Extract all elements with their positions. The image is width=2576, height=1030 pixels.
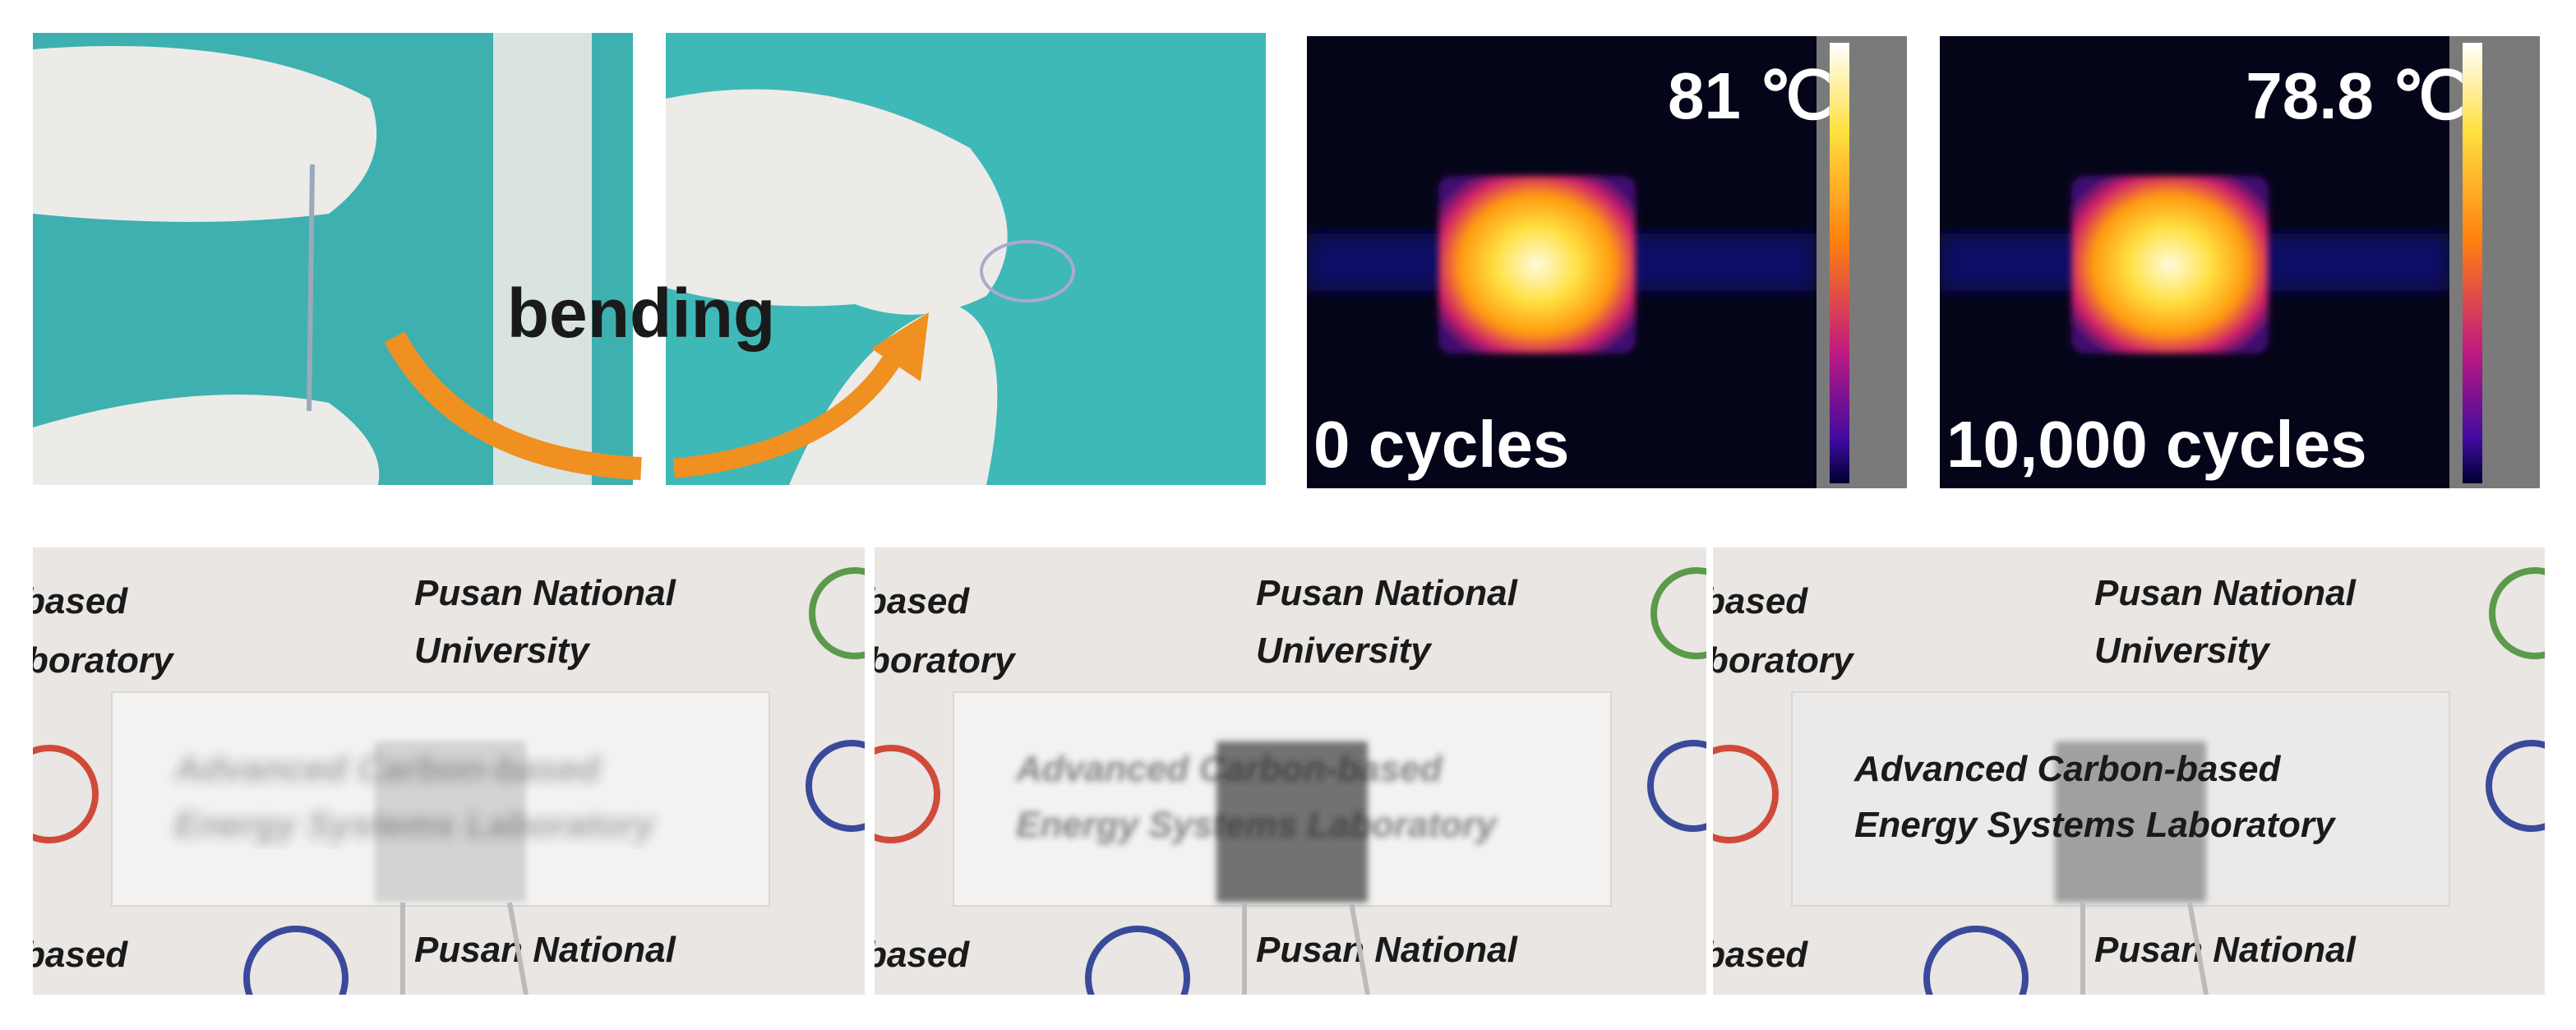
film-patch: [1216, 741, 1368, 903]
logo: [2489, 567, 2545, 659]
color-scale: [2463, 43, 2482, 483]
arrow-head: [871, 312, 929, 381]
sample-photo: based boratory Pusan National University bas…: [23, 547, 865, 995]
thermal-frame: 78.8 ℃ 10,000 cycles: [1940, 36, 2540, 488]
cycles-label: 10,000 cycles: [1946, 408, 2367, 481]
poster-text: based: [865, 581, 970, 621]
poster-text: University: [2094, 630, 2271, 671]
poster-text: Pusan National: [414, 930, 676, 970]
film-patch: [375, 741, 526, 903]
sample-text: Energy Systems Laboratory: [1016, 805, 1498, 845]
wire: [1349, 902, 1370, 995]
bending-photo-bent: [666, 33, 1266, 485]
cycles-label: 0 cycles: [1313, 408, 1569, 481]
bending-label: bending: [507, 275, 776, 352]
poster-text: based: [1703, 935, 1808, 975]
poster-text: University: [1256, 630, 1433, 671]
logo: [806, 740, 865, 832]
photo-bg: [493, 33, 592, 485]
film: [980, 240, 1075, 303]
glove: [33, 395, 380, 485]
sample-text: Advanced Carbon-based: [1854, 749, 2281, 789]
poster-text: Pusan National: [1256, 930, 1518, 970]
logo: [809, 567, 865, 659]
poster-text: boratory: [1706, 640, 1855, 681]
sample-text: Advanced Carbon-based: [173, 749, 601, 789]
sample-text: Energy Systems Laboratory: [1854, 805, 2337, 845]
glove: [666, 89, 1008, 315]
poster-text: Pusan National: [2094, 930, 2357, 970]
thermal-image: 81 ℃ 0 cycles: [1307, 36, 1907, 488]
sample-photo: based boratory Pusan National University bas…: [1703, 547, 2545, 995]
poster-text: based: [23, 935, 128, 975]
logo: [243, 926, 349, 995]
bottom-photos: based boratory Pusan National University bas…: [23, 547, 2545, 995]
logo: [1085, 926, 1190, 995]
arrow: [672, 348, 905, 478]
hot-spot: [1438, 176, 1636, 353]
thermal-image: 78.8 ℃ 10,000 cycles: [1940, 36, 2540, 488]
logo: [1650, 567, 1706, 659]
logo: [875, 745, 940, 843]
logo: [2486, 740, 2545, 832]
wire: [507, 902, 529, 995]
glove: [789, 304, 998, 485]
hot-spot: [2071, 176, 2269, 353]
poster-text: Pusan National: [1256, 573, 1518, 613]
poster-text: boratory: [868, 640, 1017, 681]
poster-text: based: [865, 935, 970, 975]
temperature-label: 81 ℃: [1668, 59, 1833, 132]
poster-text: boratory: [26, 640, 175, 681]
logo: [1647, 740, 1706, 832]
logo: [1923, 926, 2029, 995]
poster-text: Pusan National: [2094, 573, 2357, 613]
bending-photo-flat: [33, 33, 633, 485]
film: [307, 164, 315, 412]
sample-photo: based boratory Pusan National University bas…: [865, 547, 1706, 995]
wire: [2187, 902, 2209, 995]
arrow: [384, 331, 642, 480]
poster-text: Pusan National: [414, 573, 676, 613]
color-scale: [1830, 43, 1849, 483]
logo: [1713, 745, 1779, 843]
sample-text: Advanced Carbon-based: [1015, 749, 1443, 789]
sample-text: Energy Systems Laboratory: [174, 805, 657, 845]
temperature-label: 78.8 ℃: [2246, 59, 2466, 132]
film-patch: [2055, 741, 2206, 903]
poster-text: based: [1703, 581, 1808, 621]
poster-text: based: [23, 581, 128, 621]
logo: [33, 745, 99, 843]
glove: [33, 46, 377, 222]
poster-text: University: [414, 630, 591, 671]
thermal-frame: 81 ℃ 0 cycles: [1307, 36, 1907, 488]
